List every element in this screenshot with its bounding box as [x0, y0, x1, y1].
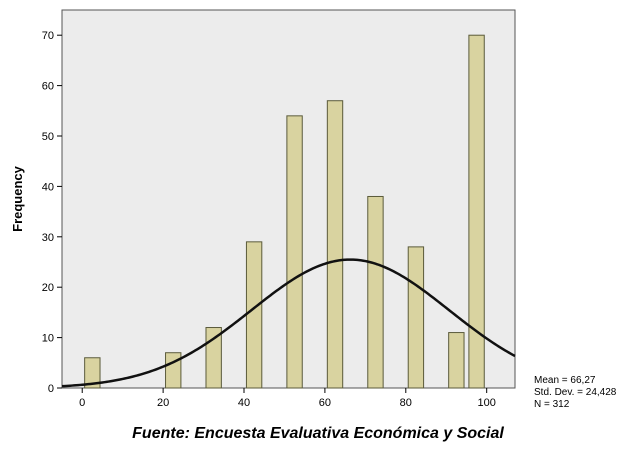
stat-n: N = 312 — [534, 399, 570, 410]
y-tick-label: 0 — [48, 383, 54, 395]
y-tick-label: 70 — [42, 30, 54, 42]
x-axis: 0 20 40 60 80 100 — [79, 388, 496, 409]
bars-group — [84, 34, 485, 389]
histogram-bar — [407, 246, 425, 389]
histogram-bar — [165, 352, 182, 389]
histogram-bar — [448, 332, 465, 389]
normal-curve — [61, 258, 516, 388]
x-tick-label: 80 — [400, 397, 412, 409]
source-caption: Fuente: Encuesta Evaluativa Económica y … — [132, 425, 504, 442]
x-tick-label: 0 — [79, 397, 85, 409]
x-tick-label: 60 — [319, 397, 331, 409]
y-tick-label: 10 — [42, 333, 54, 345]
x-tick-label: 100 — [478, 397, 496, 409]
histogram-bar — [326, 100, 344, 389]
y-axis: 0 10 20 30 40 50 60 70 — [42, 30, 62, 395]
stat-std-dev: Std. Dev. = 24,428 — [534, 387, 617, 398]
y-tick-label: 50 — [42, 131, 54, 143]
y-axis-title: Frequency — [10, 165, 25, 232]
y-tick-label: 40 — [42, 181, 54, 193]
histogram-chart: 0 10 20 30 40 50 60 70 0 20 40 60 80 100 Frequency M… — [10, 9, 617, 410]
histogram-bar — [286, 115, 303, 389]
y-tick-label: 60 — [42, 81, 54, 93]
histogram-bar — [84, 357, 101, 389]
histogram-bar — [205, 327, 222, 389]
histogram-bar — [468, 34, 485, 389]
y-tick-label: 30 — [42, 232, 54, 244]
x-tick-label: 40 — [238, 397, 250, 409]
histogram-bar — [245, 241, 263, 389]
y-tick-label: 20 — [42, 282, 54, 294]
histogram-bar — [367, 195, 384, 389]
x-tick-label: 20 — [157, 397, 169, 409]
stat-mean: Mean = 66,27 — [534, 375, 596, 386]
